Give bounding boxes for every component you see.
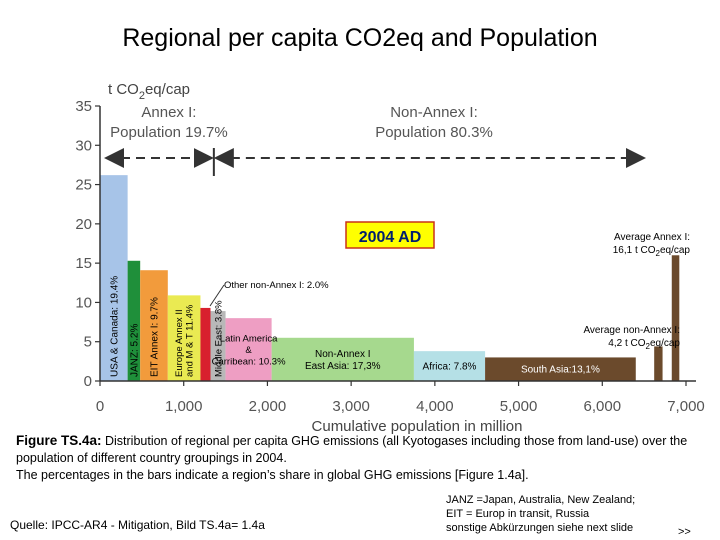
bar-5: [210, 311, 226, 381]
y-tick-label: 0: [84, 373, 92, 390]
bar-3: [167, 295, 201, 381]
x-tick-label: 2,000: [249, 398, 287, 415]
y-tick-label: 25: [75, 177, 92, 194]
bar-label-text: JANZ: 5.2%: [129, 324, 140, 377]
abbreviation-line: sonstige Abkürzungen siehe next slide: [446, 522, 634, 534]
avg-annex1-text: Average Annex I:: [614, 232, 690, 243]
y-tick-label: 30: [75, 137, 92, 154]
other-non-annex-leader: [209, 284, 225, 307]
source-note: Quelle: IPCC-AR4 - Mitigation, Bild TS.4…: [10, 518, 265, 532]
abbreviation-line: EIT = Europ in transit, Russia: [446, 508, 590, 520]
year-box: [345, 221, 435, 249]
bar-11: [671, 255, 680, 381]
bar-label-text: and M & T 11.4%: [185, 304, 196, 377]
nonannex1-text: Population 80.3%: [375, 124, 493, 141]
bar-10: [654, 346, 663, 381]
chart: 0 5 10 15 20 25 30 35 0 1,000 2,000 3,000 4,000 5,000…: [75, 81, 705, 435]
other-non-annex-label: Other non-Annex I: 2.0%: [224, 280, 329, 291]
x-tick-label: 5,000: [500, 398, 538, 415]
bar-0: [100, 175, 128, 381]
bar-2: [140, 270, 168, 381]
bar-label-6: Latin America&Carribean: 10.3%: [212, 333, 286, 367]
bar-label-5: Middle East: 3.8%: [213, 300, 224, 377]
bar-7: [271, 337, 414, 381]
y-tick-label: 35: [75, 98, 92, 115]
nonannex1-text: Non-Annex I:: [390, 104, 478, 121]
x-tick-label: 7,000: [667, 398, 705, 415]
bar-label-1: JANZ: 5.2%: [129, 324, 140, 377]
y-tick-label: 5: [84, 334, 92, 351]
x-axis-label: Cumulative population in million: [312, 418, 523, 435]
x-tick-label: 3,000: [332, 398, 370, 415]
bar-label-text: Africa: 7.8%: [423, 362, 477, 373]
bar-label-2: EIT Annex I: 9.7%: [149, 297, 160, 377]
caption-heading: Figure TS.4a:: [16, 433, 102, 448]
bar-label-0: USA & Canada: 19.4%: [109, 276, 120, 377]
avg-annex1-text: 16,1 t CO2eq/cap: [613, 245, 691, 258]
x-tick-label: 0: [96, 398, 104, 415]
bar-label-text: &: [245, 345, 252, 356]
bar-8: [413, 351, 486, 381]
y-tick-label: 15: [75, 255, 92, 272]
figure-caption: Figure TS.4a: Distribution of regional p…: [16, 432, 706, 484]
bar-1: [127, 260, 141, 381]
bar-label-text: South Asia:13,1%: [521, 365, 600, 376]
next-slide-link[interactable]: >>: [678, 526, 691, 538]
year-label: 2004 AD: [359, 229, 422, 246]
bar-label-text: Latin America: [220, 333, 278, 344]
bar-label-text: East Asia: 17,3%: [305, 361, 381, 372]
bar-label-3: Europe Annex II and M & T 11.4%: [174, 304, 196, 377]
bar-6: [225, 318, 272, 381]
bar-label-text: Carribean: 10.3%: [212, 356, 286, 367]
y-tick-label: 10: [75, 294, 92, 311]
annex1-text: Annex I:: [141, 104, 196, 121]
bar-label-text: USA & Canada: 19.4%: [109, 276, 120, 377]
bar-4: [200, 307, 211, 381]
annex1-text: Population 19.7%: [110, 124, 228, 141]
bar-label-text: Europe Annex II: [174, 309, 185, 377]
bar-label-text: Middle East: 3.8%: [213, 300, 224, 377]
y-axis-label: t CO2eq/cap: [108, 81, 190, 102]
page-title: Regional per capita CO2eq and Population: [122, 24, 598, 52]
bar-label-8: Africa: 7.8%: [423, 362, 477, 373]
x-tick-label: 1,000: [165, 398, 203, 415]
caption-body-2: The percentages in the bars indicate a r…: [16, 468, 529, 482]
abbreviation-line: JANZ =Japan, Australia, New Zealand;: [446, 494, 636, 506]
x-tick-label: 4,000: [416, 398, 454, 415]
caption-body: Distribution of regional per capita GHG …: [16, 434, 688, 465]
bar-9: [485, 357, 636, 381]
avg-nonannex1-text: Average non-Annex I:: [583, 325, 680, 336]
bar-label-text: Non-Annex I: [315, 349, 371, 360]
abbreviations: JANZ =Japan, Australia, New Zealand; EIT…: [446, 493, 635, 535]
avg-nonannex1-text: 4,2 t CO2eq/cap: [608, 338, 680, 351]
bar-label-text: EIT Annex I: 9.7%: [149, 297, 160, 377]
bar-label-9: South Asia:13,1%: [521, 365, 600, 376]
x-tick-label: 6,000: [584, 398, 622, 415]
y-tick-label: 20: [75, 216, 92, 233]
